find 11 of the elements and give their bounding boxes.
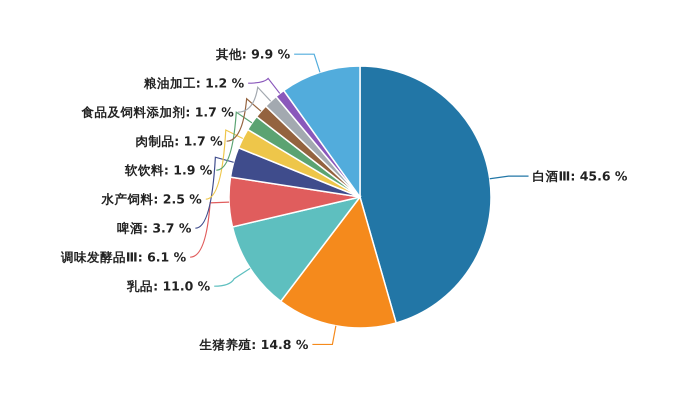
- slice-label: 肉制品: 1.7 %: [135, 134, 224, 149]
- slice-label: 粮油加工: 1.2 %: [142, 76, 245, 91]
- slice-label: 乳品: 11.0 %: [126, 278, 211, 294]
- slice-label: 调味发酵品Ⅲ: 6.1 %: [60, 250, 187, 265]
- slice-label: 水产饲料: 2.5 %: [100, 192, 202, 207]
- slice-label: 白酒Ⅲ: 45.6 %: [532, 168, 628, 184]
- slice-label: 其他: 9.9 %: [214, 46, 291, 62]
- slice-label: 啤酒: 3.7 %: [116, 220, 192, 236]
- slice-label: 食品及饲料添加剂: 1.7 %: [80, 104, 234, 120]
- slice-label: 生猪养殖: 14.8 %: [198, 336, 309, 352]
- slice-label: 软饮料: 1.9 %: [124, 162, 213, 178]
